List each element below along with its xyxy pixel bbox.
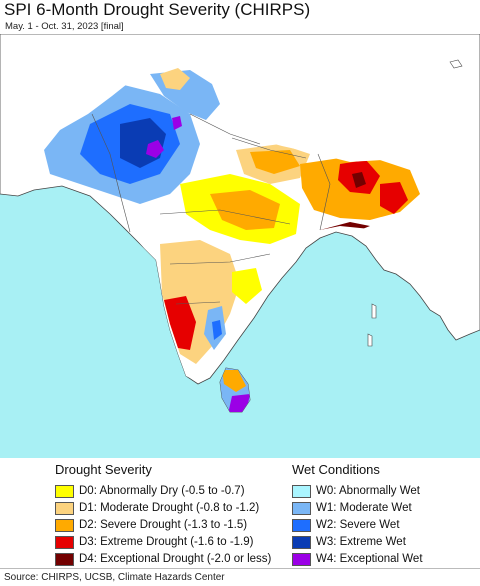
legend-item-d3: D3: Extreme Drought (-1.6 to -1.9) [55,535,253,549]
w0-swatch [292,484,311,498]
border-south-1 [175,301,221,305]
island-northeast [449,59,463,69]
legend-item-d4: D4: Exceptional Drought (-2.0 or less) [55,552,271,566]
border-central-1 [159,209,291,225]
d4-swatch [55,552,74,566]
legend-item-w2: W2: Severe Wet [292,518,400,532]
legend-item-w0: W0: Abnormally Wet [292,484,420,498]
drought-legend-title: Drought Severity [55,462,152,477]
w1-swatch [292,501,311,515]
border-north [189,113,261,145]
border-west [91,113,131,233]
map-title: SPI 6-Month Drought Severity (CHIRPS) [4,0,311,19]
footer-divider [0,568,480,569]
legend-item-w4: W4: Exceptional Wet [292,552,423,566]
border-east [317,153,331,231]
w3-swatch [292,535,311,549]
w4-label: W4: Exceptional Wet [316,553,423,565]
source-credit: Source: CHIRPS, UCSB, Climate Hazards Ce… [4,572,225,583]
d2-swatch [55,518,74,532]
border-nepal [231,137,307,159]
w4-swatch [292,552,311,566]
map-subtitle: May. 1 - Oct. 31, 2023 [final] [5,21,124,32]
island-andaman-2 [367,333,373,347]
legend-item-w3: W3: Extreme Wet [292,535,406,549]
d0-label: D0: Abnormally Dry (-0.5 to -0.7) [79,485,245,497]
d2-label: D2: Severe Drought (-1.3 to -1.5) [79,519,248,531]
w2-label: W2: Severe Wet [316,519,400,531]
w0-label: W0: Abnormally Wet [316,485,420,497]
w1-label: W1: Moderate Wet [316,502,412,514]
w2-swatch [292,518,311,532]
wet-legend-title: Wet Conditions [292,462,380,477]
d3-label: D3: Extreme Drought (-1.6 to -1.9) [79,536,254,548]
d4-label: D4: Exceptional Drought (-2.0 or less) [79,553,272,565]
legend-item-d1: D1: Moderate Drought (-0.8 to -1.2) [55,501,259,515]
d1-label: D1: Moderate Drought (-0.8 to -1.2) [79,502,260,514]
legend: Drought Severity Wet Conditions D0: Abno… [0,458,480,570]
legend-item-w1: W1: Moderate Wet [292,501,412,515]
legend-item-d0: D0: Abnormally Dry (-0.5 to -0.7) [55,484,245,498]
legend-item-d2: D2: Severe Drought (-1.3 to -1.5) [55,518,247,532]
island-andaman-1 [371,303,377,319]
d0-swatch [55,484,74,498]
drought-map [0,34,480,458]
border-central-2 [169,253,271,265]
w3-label: W3: Extreme Wet [316,536,406,548]
d1-swatch [55,501,74,515]
d3-swatch [55,535,74,549]
